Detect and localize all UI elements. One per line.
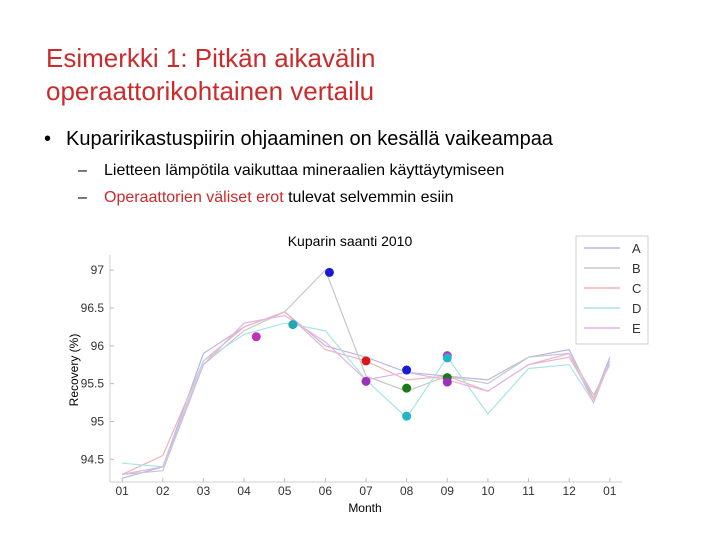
x-tick-label: 05 — [278, 484, 292, 498]
chart-series-lines — [121, 269, 611, 479]
highlight-marker — [402, 411, 412, 421]
slide-title-line-2: operaattorikohtainen vertailu — [46, 76, 375, 106]
sub-bullet-2-text: tulevat selvemmin esiin — [283, 189, 454, 206]
series-line-a — [122, 311, 611, 479]
chart-title: Kuparin saanti 2010 — [288, 233, 413, 249]
highlight-marker — [288, 320, 298, 330]
legend-box — [575, 235, 649, 345]
legend-label-c: C — [632, 281, 641, 296]
y-tick-label: 95 — [91, 414, 105, 428]
x-tick-label: 03 — [197, 484, 211, 498]
x-tick-label: 09 — [441, 484, 455, 498]
chart-highlight-markers — [251, 267, 452, 421]
highlight-marker — [324, 267, 334, 277]
highlight-marker — [442, 353, 452, 363]
series-line-d — [122, 322, 611, 468]
sub-bullet-2-highlight: Operaattorien väliset erot — [104, 189, 284, 206]
series-line-e — [122, 314, 611, 475]
y-tick-label: 94.5 — [81, 452, 105, 466]
x-tick-label: 04 — [237, 484, 251, 498]
y-tick-label: 96.5 — [81, 301, 105, 315]
x-axis-label: Month — [348, 501, 381, 515]
x-tick-label: 01 — [603, 484, 617, 498]
x-tick-label: 10 — [481, 484, 495, 498]
sub-bullet-dash: – — [78, 189, 87, 206]
legend-label-a: A — [632, 241, 641, 256]
legend-label-e: E — [632, 321, 641, 336]
y-tick-label: 95.5 — [81, 377, 105, 391]
sub-bullet-1: – Lietteen lämpötila vaikuttaa mineraalie… — [78, 162, 504, 180]
sub-bullet-dash: – — [78, 162, 87, 179]
x-tick-label: 07 — [359, 484, 373, 498]
y-axis-label: Recovery (%) — [67, 334, 81, 407]
main-bullet: • Kuparirikastuspiirin ohjaaminen on kesä… — [44, 128, 553, 151]
main-bullet-text: Kuparirikastuspiirin ohjaaminen on kesäl… — [66, 128, 553, 150]
sub-bullet-1-text: Lietteen lämpötila vaikuttaa mineraalien… — [104, 162, 505, 179]
legend-label-d: D — [632, 301, 641, 316]
slide-title-line-1: Esimerkki 1: Pitkän aikavälin — [46, 43, 376, 73]
series-line-c — [121, 311, 611, 475]
x-tick-label: 11 — [522, 484, 535, 498]
highlight-marker — [361, 356, 371, 366]
x-tick-label: 12 — [562, 484, 576, 498]
legend-label-b: B — [632, 261, 641, 276]
y-tick-label: 96 — [91, 339, 105, 353]
x-tick-label: 02 — [156, 484, 170, 498]
x-tick-label: 06 — [319, 484, 333, 498]
highlight-marker — [251, 332, 261, 342]
highlight-marker — [442, 377, 452, 387]
slide-title: Esimerkki 1: Pitkän aikavälin operaattor… — [46, 42, 686, 108]
series-line-b — [122, 269, 611, 475]
x-tick-label: 08 — [400, 484, 414, 498]
sub-bullet-2: – Operaattorien väliset erot tulevat selv… — [78, 189, 454, 207]
highlight-marker — [402, 383, 412, 393]
highlight-marker — [361, 376, 371, 386]
highlight-marker — [402, 365, 412, 375]
x-tick-label: 01 — [116, 484, 130, 498]
chart-axes: 94.5 95 95.5 96 96.5 97 01 02 03 04 05 06 07 08 09 10 11… — [81, 255, 622, 498]
y-tick-label: 97 — [91, 263, 105, 277]
bullet-dot: • — [44, 128, 52, 150]
